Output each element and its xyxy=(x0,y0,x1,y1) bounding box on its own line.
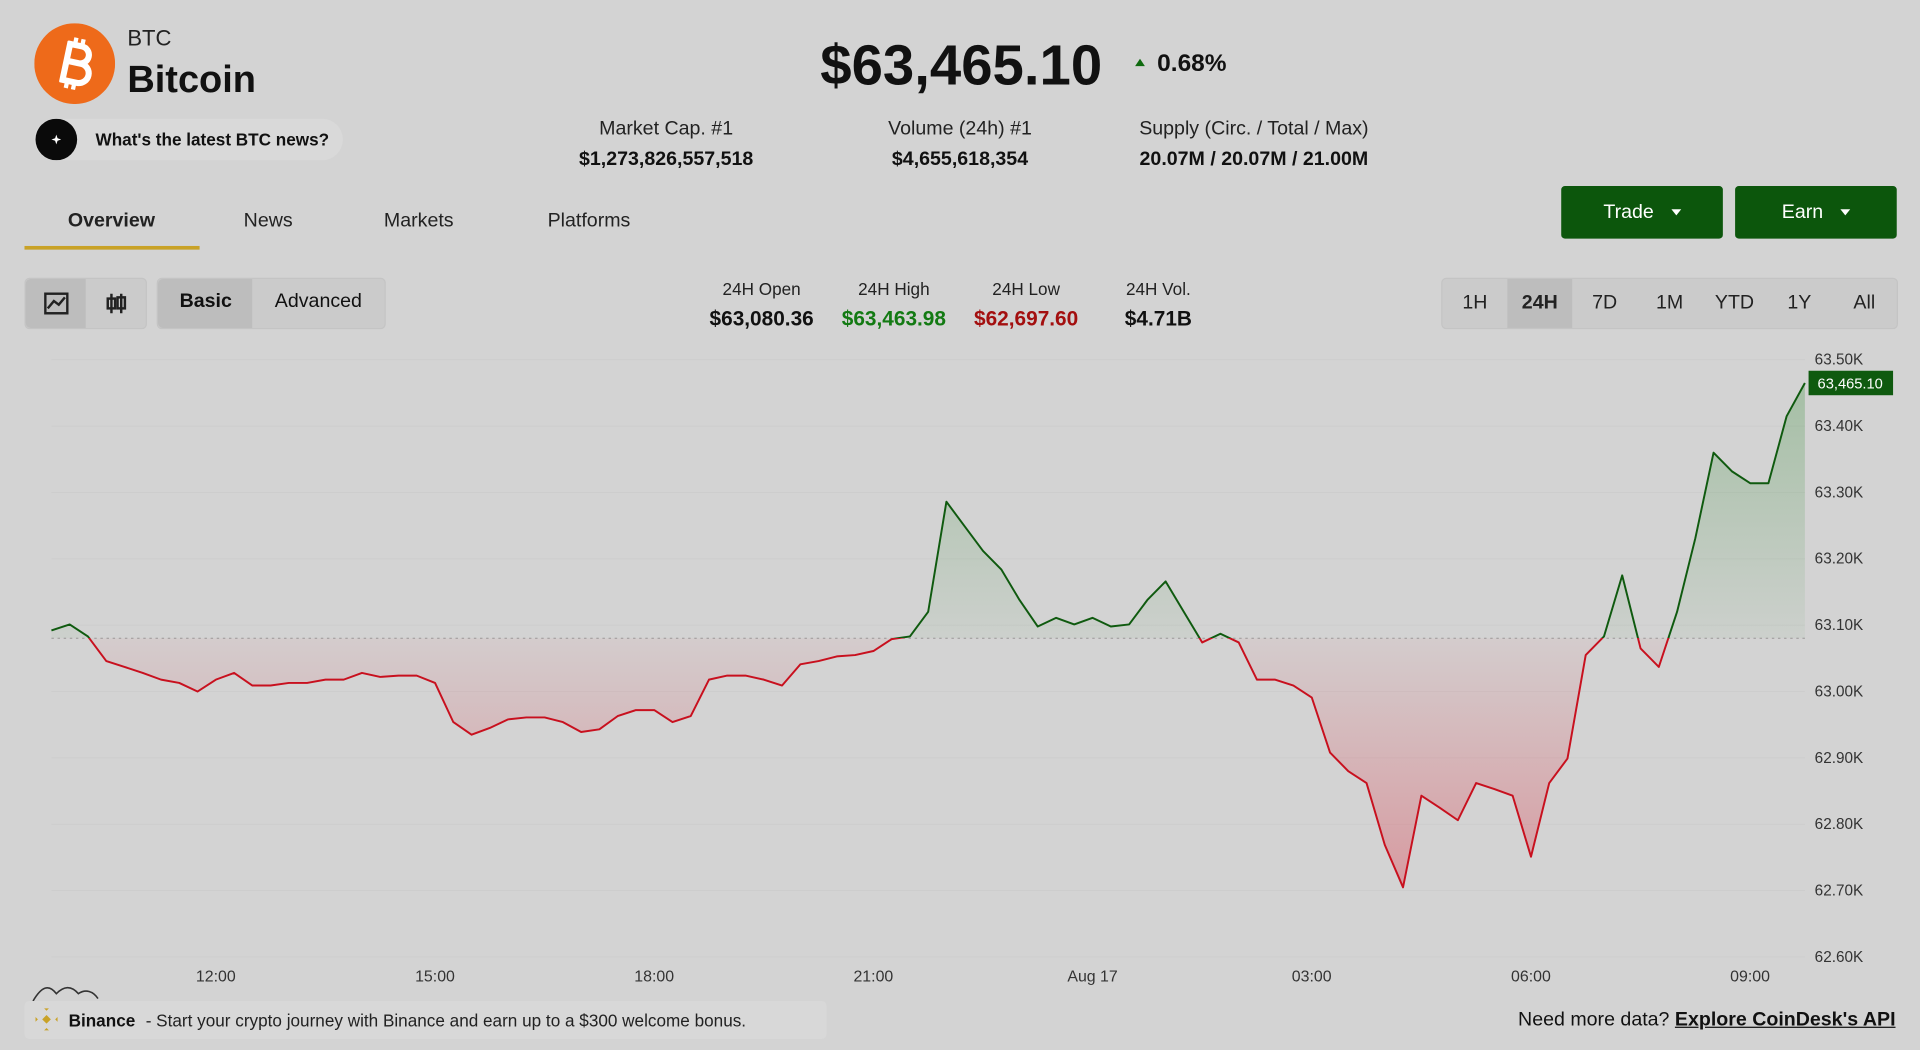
day-stat-value: $63,080.36 xyxy=(709,307,814,331)
chart-type-toggle xyxy=(24,277,147,330)
stat-label: Volume (24h) #1 xyxy=(888,118,1032,140)
x-tick-label: 06:00 xyxy=(1511,968,1551,985)
price: $63,465.10 xyxy=(820,33,1103,97)
earn-button[interactable]: Earn xyxy=(1735,186,1897,239)
tab[interactable]: Markets xyxy=(383,210,454,232)
x-tick-label: 15:00 xyxy=(415,968,455,985)
api-link[interactable]: Explore CoinDesk's API xyxy=(1674,1009,1896,1031)
stat-value: 20.07M / 20.07M / 21.00M xyxy=(1139,149,1369,171)
news-pill[interactable] xyxy=(34,118,343,161)
price-line xyxy=(51,382,1806,889)
stat-value: $1,273,826,557,518 xyxy=(578,149,754,171)
coin-name: Bitcoin xyxy=(127,57,256,101)
y-tick-label: 63.50K xyxy=(1815,352,1864,369)
y-tick-label: 63.10K xyxy=(1815,617,1864,634)
x-tick-label: 21:00 xyxy=(853,968,893,985)
coin-symbol: BTC xyxy=(127,25,172,51)
api-note: Need more data? Explore CoinDesk's API xyxy=(1518,1010,1895,1032)
day-stat-label: 24H High xyxy=(858,279,930,299)
last-price-label: 63,465.10 xyxy=(1818,377,1883,393)
tab[interactable]: Overview xyxy=(67,210,155,232)
area-fill xyxy=(51,383,1805,888)
mode-toggle: Basic Advanced xyxy=(156,277,386,330)
button-label: Trade xyxy=(1603,201,1654,223)
x-tick-label: 18:00 xyxy=(634,968,674,985)
range-button[interactable]: 1H xyxy=(1462,292,1488,314)
promo-brand[interactable]: Binance xyxy=(68,1010,136,1031)
news-prompt[interactable]: What's the latest BTC news? xyxy=(95,129,330,150)
range-button[interactable]: 7D xyxy=(1592,292,1618,314)
mini-logo xyxy=(32,986,99,1002)
y-tick-label: 62.90K xyxy=(1815,750,1864,767)
day-stat-value: $4.71B xyxy=(1124,307,1192,331)
range-button[interactable]: YTD xyxy=(1714,292,1755,314)
x-tick-label: 03:00 xyxy=(1292,968,1332,985)
x-tick-label: 12:00 xyxy=(196,968,236,985)
range-button[interactable]: 1M xyxy=(1655,292,1684,314)
up-arrow xyxy=(1135,58,1145,67)
y-tick-label: 63.00K xyxy=(1815,683,1864,700)
price-change: 0.68% xyxy=(1157,50,1227,78)
day-stat-value: $63,463.98 xyxy=(841,307,946,331)
line-icon xyxy=(44,292,69,315)
bitcoin-logo xyxy=(34,23,116,105)
stat-value: $4,655,618,354 xyxy=(891,149,1029,171)
last-price-tag xyxy=(1808,370,1894,396)
trade-button[interactable]: Trade xyxy=(1561,186,1723,239)
y-tick-label: 62.70K xyxy=(1815,882,1864,899)
tab[interactable]: News xyxy=(243,210,293,232)
day-stat-label: 24H Vol. xyxy=(1125,279,1191,299)
promo-text[interactable]: - Start your crypto journey with Binance… xyxy=(145,1010,747,1031)
promo-bar[interactable] xyxy=(24,1000,827,1039)
basic-bg xyxy=(157,279,253,328)
x-tick-label: Aug 17 xyxy=(1067,968,1118,985)
range-button[interactable]: 24H xyxy=(1507,279,1573,328)
tab-underline xyxy=(24,245,200,250)
day-stat-value: $62,697.60 xyxy=(974,307,1079,331)
day-stat-label: 24H Low xyxy=(992,279,1060,299)
range-button[interactable]: All xyxy=(1853,292,1876,314)
y-tick-label: 63.40K xyxy=(1815,418,1864,435)
y-tick-label: 62.80K xyxy=(1815,816,1864,833)
range-button[interactable]: 1Y xyxy=(1787,292,1812,314)
binance-icon xyxy=(35,1008,58,1031)
y-tick-label: 63.30K xyxy=(1815,484,1864,501)
mode[interactable]: Basic xyxy=(179,291,232,313)
mode[interactable]: Advanced xyxy=(274,291,362,313)
stat-label: Supply (Circ. / Total / Max) xyxy=(1139,118,1369,140)
button-label: Earn xyxy=(1781,201,1824,223)
more-text: Need more data? xyxy=(1518,1009,1670,1031)
candle-icon[interactable] xyxy=(104,291,128,315)
stat-label: Market Cap. #1 xyxy=(599,118,734,140)
x-tick-label: 09:00 xyxy=(1730,968,1770,985)
y-tick-label: 62.60K xyxy=(1815,949,1864,966)
tab[interactable]: Platforms xyxy=(547,210,631,232)
y-tick-label: 63.20K xyxy=(1815,551,1864,568)
ai-icon xyxy=(35,118,78,161)
range-selector: 1H 24H 7D 1M YTD 1Y All xyxy=(1441,277,1898,330)
day-stat-label: 24H Open xyxy=(722,279,801,299)
